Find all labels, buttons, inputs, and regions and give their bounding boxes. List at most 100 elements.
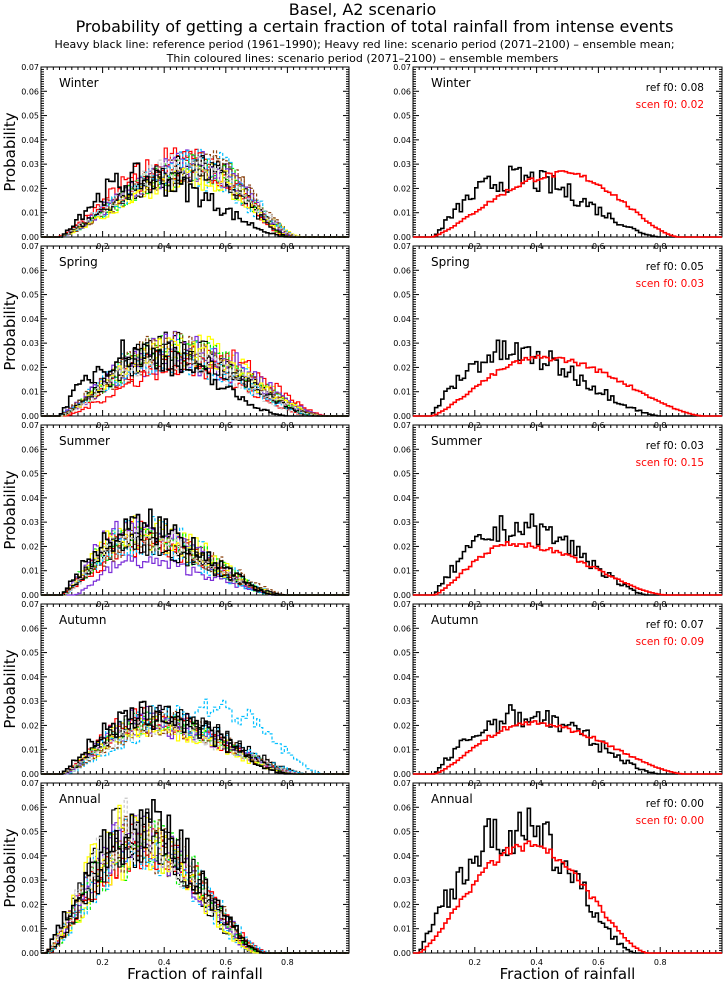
y-tick-label: 0.03: [21, 518, 39, 527]
y-tick-label: 0.01: [393, 567, 411, 576]
y-axis-label: Probability: [1, 291, 19, 370]
panel-autumn-mean: 0.000.010.020.030.040.050.060.070.2 0.4 0.…: [393, 600, 723, 788]
y-tick-label: 0.06: [393, 803, 411, 812]
y-tick-label: 0.05: [21, 112, 39, 121]
panel-annual-mean: 0.00 0.01 0.02 0.03 0.04 0.05 0.06 0.07 0.2 0.4 0.…: [393, 779, 723, 983]
y-tick-label: 0.02: [393, 363, 411, 372]
y-tick-label: 0.04: [21, 852, 39, 861]
y-tick-label: 0.01: [21, 746, 39, 755]
chart-subtitle: Probability of getting a certain fractio…: [75, 17, 674, 36]
reference-line: [413, 339, 722, 417]
x-tick-label: 0.2: [96, 958, 109, 967]
ref-f0-label: ref f0: 0.07: [646, 619, 704, 631]
y-tick-label: 0.02: [21, 363, 39, 372]
y-tick-label: 0.04: [21, 136, 39, 145]
y-tick-label: 0.07: [393, 421, 411, 430]
y-tick-label: 0.05: [393, 649, 411, 658]
y-tick-label: 0.03: [393, 697, 411, 706]
chart-title: Basel, A2 scenario: [288, 0, 437, 19]
reference-line: [41, 339, 349, 417]
y-tick-label: 0.04: [393, 315, 411, 324]
y-tick-label: 0.07: [21, 600, 39, 609]
season-label: Spring: [59, 255, 98, 269]
y-tick-label: 0.03: [21, 876, 39, 885]
y-tick-label: 0.00: [21, 770, 39, 779]
y-tick-label: 0.07: [393, 779, 411, 788]
panel-winter-mean: 0.000.010.020.030.040.050.060.070.2 0.4 0.…: [393, 63, 723, 251]
y-tick-label: 0.04: [393, 673, 411, 682]
y-tick-label: 0.02: [393, 542, 411, 551]
y-tick-label: 0.06: [21, 87, 39, 96]
ensemble-member-line: [41, 330, 349, 417]
scen-f0-label: scen f0: 0.15: [636, 457, 704, 469]
y-tick-label: 0.06: [21, 624, 39, 633]
season-label: Annual: [59, 792, 101, 806]
y-tick-label: 0.06: [393, 445, 411, 454]
y-tick-label: 0.01: [21, 388, 39, 397]
x-tick-label: 0.2: [468, 958, 481, 967]
y-tick-label: 0.03: [21, 697, 39, 706]
y-tick-label: 0.05: [393, 828, 411, 837]
y-tick-label: 0.05: [21, 291, 39, 300]
y-tick-label: 0.05: [21, 828, 39, 837]
y-tick-label: 0.02: [21, 900, 39, 909]
panel-winter-members: 0.000.010.020.030.040.050.060.070.2 0.4 0.…: [1, 63, 350, 251]
y-tick-label: 0.01: [393, 925, 411, 934]
season-label: Summer: [431, 434, 482, 448]
ensemble-member-line: [41, 348, 349, 417]
season-label: Autumn: [59, 613, 106, 627]
x-tick-label: 0.8: [281, 958, 294, 967]
scen-f0-label: scen f0: 0.00: [636, 815, 704, 827]
plot-frame: [40, 245, 350, 417]
y-tick-label: 0.00: [21, 412, 39, 421]
y-tick-label: 0.07: [393, 242, 411, 251]
y-axis-label: Probability: [1, 112, 19, 191]
y-tick-label: 0.03: [393, 339, 411, 348]
panel-spring-mean: 0.000.010.020.030.040.050.060.070.2 0.4 0.…: [393, 242, 723, 430]
scenario-mean-line: [413, 170, 722, 238]
y-tick-label: 0.06: [21, 445, 39, 454]
y-tick-label: 0.00: [393, 233, 411, 242]
x-axis-label: Fraction of rainfall: [500, 965, 636, 983]
y-tick-label: 0.02: [393, 184, 411, 193]
legend-note-1: Heavy black line: reference period (1961…: [54, 38, 675, 51]
y-tick-label: 0.05: [393, 470, 411, 479]
y-tick-label: 0.06: [21, 803, 39, 812]
reference-line: [413, 704, 722, 775]
y-tick-label: 0.06: [393, 266, 411, 275]
y-tick-label: 0.06: [393, 624, 411, 633]
y-tick-label: 0.04: [21, 494, 39, 503]
reference-line: [41, 508, 349, 596]
reference-line: [41, 700, 349, 775]
y-axis-label: Probability: [1, 828, 19, 907]
panel-summer-mean: 0.000.010.020.030.040.050.060.070.2 0.4 0.…: [393, 421, 723, 609]
scen-f0-label: scen f0: 0.09: [636, 636, 704, 648]
y-tick-label: 0.04: [393, 852, 411, 861]
y-tick-label: 0.00: [393, 591, 411, 600]
y-axis-label: Probability: [1, 470, 19, 549]
y-tick-label: 0.02: [21, 542, 39, 551]
scenario-mean-line: [413, 354, 722, 417]
y-tick-label: 0.00: [393, 770, 411, 779]
y-tick-label: 0.06: [393, 87, 411, 96]
y-tick-label: 0.07: [21, 779, 39, 788]
ensemble-member-line: [41, 337, 349, 417]
ensemble-member-line: [41, 718, 349, 775]
y-tick-label: 0.07: [21, 242, 39, 251]
y-tick-label: 0.01: [393, 388, 411, 397]
y-tick-label: 0.04: [393, 494, 411, 503]
y-tick-label: 0.04: [21, 315, 39, 324]
y-tick-label: 0.01: [21, 567, 39, 576]
y-tick-label: 0.03: [393, 876, 411, 885]
scenario-mean-line: [413, 720, 722, 775]
ref-f0-label: ref f0: 0.05: [646, 261, 704, 273]
y-tick-label: 0.02: [393, 900, 411, 909]
season-label: Annual: [431, 792, 473, 806]
y-tick-label: 0.05: [21, 649, 39, 658]
season-label: Autumn: [431, 613, 478, 627]
y-tick-label: 0.07: [393, 600, 411, 609]
reference-line: [413, 807, 722, 954]
y-tick-label: 0.03: [393, 518, 411, 527]
x-tick-label: 0.4: [158, 958, 171, 967]
